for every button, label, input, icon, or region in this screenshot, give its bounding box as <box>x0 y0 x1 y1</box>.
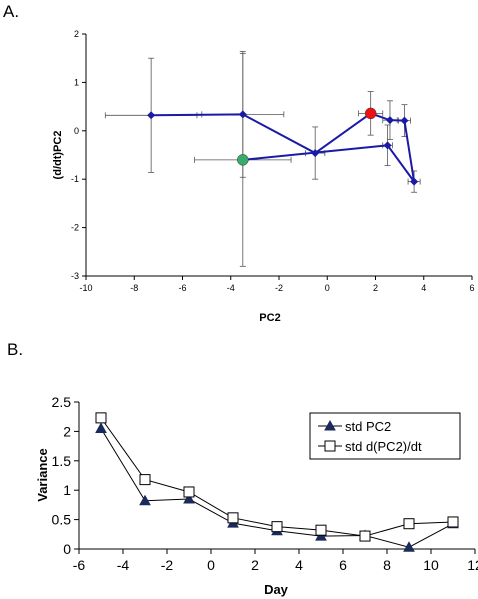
x-tick-label-b: -6 <box>73 557 86 573</box>
marker-std-dpc2 <box>139 474 151 486</box>
x-tick-label: 4 <box>421 283 426 293</box>
x-tick-label-b: 10 <box>423 557 439 573</box>
y-tick-label-b: 0 <box>63 541 71 557</box>
marker-std-pc2 <box>227 517 239 528</box>
marker-std-dpc2 <box>315 524 327 536</box>
data-point <box>311 149 320 158</box>
x-tick-label-b: 6 <box>339 557 347 573</box>
marker-std-dpc2 <box>95 412 107 424</box>
x-tick-label-b: 8 <box>383 557 391 573</box>
legend-marker-triangle <box>324 419 336 431</box>
data-point <box>238 110 247 119</box>
y-tick-label: 2 <box>74 29 79 39</box>
y-tick-label: -3 <box>71 271 79 281</box>
x-tick-label-b: -2 <box>161 557 174 573</box>
y-tick-label: -1 <box>71 174 79 184</box>
x-tick-label: -2 <box>275 283 283 293</box>
marker-std-pc2 <box>447 517 459 529</box>
x-tick-label: -10 <box>79 283 92 293</box>
marker-std-dpc2 <box>227 512 239 524</box>
marker-std-pc2 <box>359 529 371 540</box>
data-point <box>400 116 409 125</box>
y-tick-label: -2 <box>71 223 79 233</box>
y-tick-label-b: 1.5 <box>52 453 72 469</box>
x-tick-label: -8 <box>130 283 138 293</box>
marker-std-dpc2 <box>359 530 371 542</box>
x-tick-label: 0 <box>325 283 330 293</box>
data-point <box>385 116 394 125</box>
y-tick-label: 0 <box>74 126 79 136</box>
x-tick-label: -6 <box>178 283 186 293</box>
marker-std-pc2 <box>95 422 107 433</box>
y-axis-label: (d/dt)PC2 <box>52 131 64 180</box>
data-point <box>147 111 156 120</box>
panel-label-b: B. <box>7 340 24 359</box>
marker-std-dpc2 <box>271 521 283 533</box>
start-marker <box>364 107 377 120</box>
marker-std-dpc2 <box>403 518 415 530</box>
x-tick-label-b: 4 <box>295 557 303 573</box>
y-tick-label-b: 2 <box>63 423 71 439</box>
marker-std-dpc2 <box>183 486 195 498</box>
x-tick-label: 6 <box>469 283 474 293</box>
legend: std PC2 std d(PC2)/dt <box>309 412 461 460</box>
x-tick-label: 2 <box>373 283 378 293</box>
data-point <box>383 141 392 150</box>
x-tick-label-b: -4 <box>117 557 130 573</box>
marker-std-pc2 <box>183 492 195 504</box>
trajectory-line <box>151 112 416 183</box>
series-line-1 <box>100 428 454 548</box>
legend-marker-square <box>324 440 336 452</box>
marker-std-dpc2 <box>447 516 459 528</box>
y-tick-label: 1 <box>74 77 79 87</box>
panel-label-a: A. <box>3 2 20 21</box>
data-point <box>410 177 419 186</box>
legend-label-std-pc2: std PC2 <box>345 419 391 434</box>
series-line-2 <box>100 417 454 537</box>
x-tick-label-b: 2 <box>251 557 259 573</box>
x-tick-label-b: 12 <box>467 557 478 573</box>
legend-label-std-dpc2: std d(PC2)/dt <box>345 439 422 454</box>
marker-std-pc2 <box>315 530 327 541</box>
y-tick-label-b: 0.5 <box>52 512 72 528</box>
y-axis-label-b: Variance <box>35 448 50 502</box>
y-tick-label-b: 1 <box>63 482 71 498</box>
x-tick-label: -4 <box>227 283 235 293</box>
marker-std-pc2 <box>271 524 283 536</box>
y-tick-label-b: 2.5 <box>52 394 72 410</box>
x-axis-label-b: Day <box>264 582 289 597</box>
end-marker <box>237 154 249 166</box>
x-tick-label-b: 0 <box>207 557 215 573</box>
marker-std-pc2 <box>403 541 415 552</box>
x-axis-label: PC2 <box>259 312 280 324</box>
marker-std-pc2 <box>139 494 151 506</box>
